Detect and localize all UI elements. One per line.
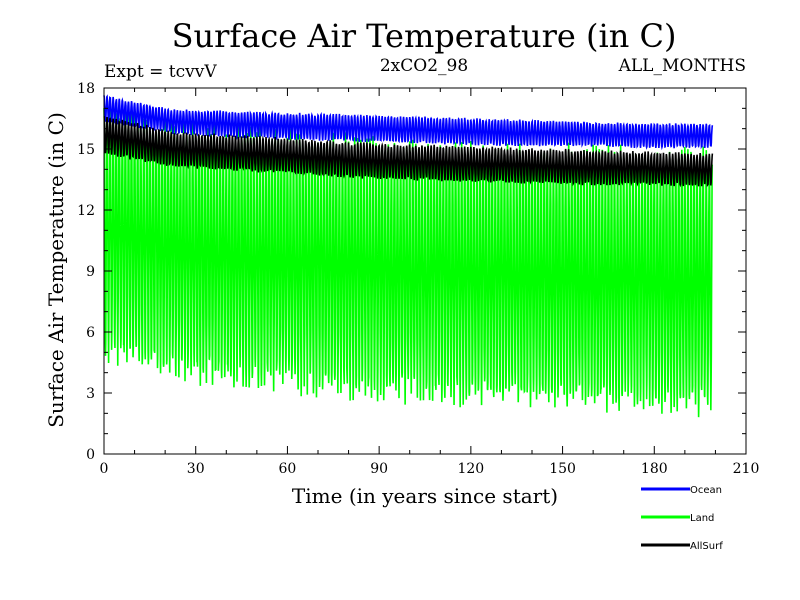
series-line-ocean [103, 94, 714, 151]
x-tick-label: 30 [187, 461, 205, 477]
series-layer [103, 94, 714, 418]
x-tick-label: 60 [279, 461, 297, 477]
scenario-label: 2xCO2_98 [380, 56, 468, 76]
x-tick-label: 120 [457, 461, 484, 477]
x-axis-label: Time (in years since start) [292, 484, 558, 508]
x-tick-label: 150 [549, 461, 576, 477]
x-tick-label: 90 [370, 461, 388, 477]
plot-area: 0 30 60 90 120 150 180 210 0 3 6 9 12 15 18 [77, 81, 759, 477]
legend: Ocean Land AllSurf [641, 485, 723, 552]
experiment-label: Expt = tcvvV [104, 62, 217, 82]
y-tick-label: 9 [86, 264, 95, 280]
x-tick-label: 180 [641, 461, 668, 477]
series-line-land [103, 106, 714, 418]
chart-title: Surface Air Temperature (in C) [172, 17, 677, 55]
series-line-allsurf [103, 116, 714, 188]
y-tick-label: 15 [77, 142, 95, 158]
legend-label-allsurf: AllSurf [690, 541, 723, 552]
y-tick-label: 0 [86, 447, 95, 463]
y-tick-label: 3 [86, 386, 95, 402]
x-tick-label: 0 [100, 461, 109, 477]
y-tick-label: 12 [77, 203, 95, 219]
y-tick-label: 18 [77, 81, 95, 97]
y-tick-label: 6 [86, 325, 95, 341]
ticks-layer: 0 30 60 90 120 150 180 210 0 3 6 9 12 15 18 [77, 81, 759, 477]
months-label: ALL_MONTHS [618, 56, 746, 76]
y-axis-label: Surface Air Temperature (in C) [44, 112, 68, 428]
legend-label-ocean: Ocean [690, 485, 722, 496]
x-tick-label: 210 [733, 461, 760, 477]
legend-label-land: Land [690, 513, 714, 524]
